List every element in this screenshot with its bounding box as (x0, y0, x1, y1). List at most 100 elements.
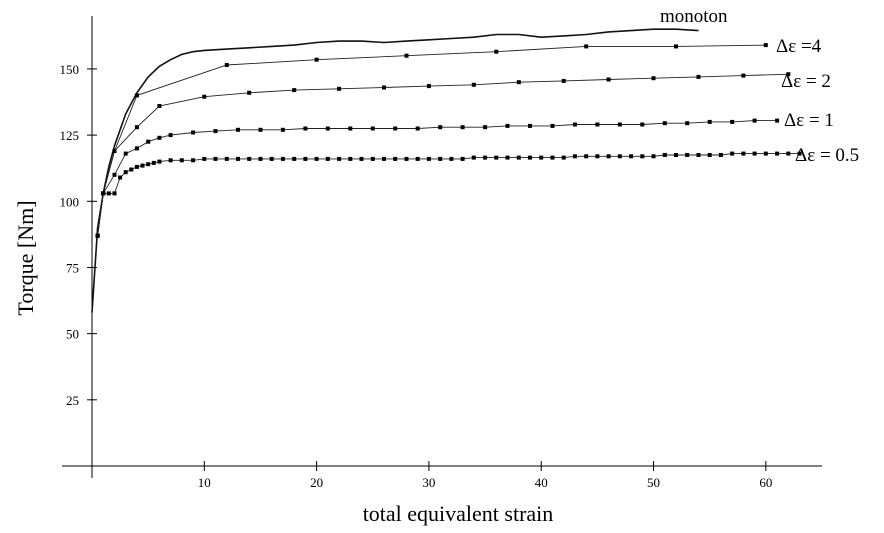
series-4-point (505, 155, 510, 160)
series-4-point (640, 154, 645, 159)
series-4-point (752, 151, 757, 156)
series-3-point (707, 119, 712, 124)
y-tick-label: 125 (60, 128, 80, 143)
series-2-point (651, 76, 656, 81)
series-4-point (786, 151, 791, 156)
series-2-point (471, 82, 476, 87)
series-2-point (426, 84, 431, 89)
axes: 10 20 30 40 50 60 25 50 75 100 125 150 (60, 16, 822, 490)
series-4-point (606, 154, 611, 159)
series-4-point (303, 156, 308, 161)
series-3-point (752, 118, 757, 123)
series-4-point (337, 156, 342, 161)
series-3-point (348, 126, 353, 131)
series-3-point (730, 119, 735, 124)
series-1-point (763, 43, 768, 48)
series-4-point (280, 156, 285, 161)
series-3-point (685, 121, 690, 126)
series-4-point (151, 160, 156, 165)
series-1-point (674, 44, 678, 49)
y-tick-label: 100 (60, 194, 80, 209)
series-4-point (539, 155, 544, 160)
series-4-point (797, 151, 802, 156)
series-4-point (674, 153, 678, 157)
series-1-point (584, 44, 589, 49)
series-3-point (505, 123, 510, 128)
y-tick-label: 150 (60, 62, 80, 77)
series-4-point (101, 191, 106, 196)
series-2-point (202, 94, 207, 99)
series-0-label: monoton (660, 6, 728, 27)
series-2-point (247, 90, 252, 95)
series-2-point (337, 86, 342, 91)
series-4-point (460, 156, 465, 161)
series-3-point (640, 122, 645, 127)
series-4-point (662, 153, 667, 157)
series-4-point (528, 155, 532, 160)
series-2-point (112, 149, 117, 153)
series-4-point (763, 151, 768, 156)
series-4-point (404, 156, 409, 161)
series-4-point (134, 164, 139, 169)
series-4-point (112, 191, 117, 196)
series-3-point (157, 135, 162, 140)
series-3-point (123, 151, 128, 156)
series-4-point (191, 158, 196, 163)
y-tick-label: 25 (66, 393, 79, 408)
series-4-point (118, 175, 123, 180)
series-1-point (404, 53, 409, 58)
series-2-point (516, 80, 521, 85)
series-3-point (595, 122, 600, 127)
series-4-point (359, 156, 364, 161)
series-4-point (483, 155, 488, 160)
series-4-point (561, 155, 566, 160)
labels-group: monoton Δε =4 Δε = 2 Δε = 1 Δε = 0.5 (660, 6, 859, 166)
series-4-point (494, 155, 499, 160)
series-2-point (606, 77, 611, 82)
series-2-point (786, 72, 791, 77)
series-4-point (314, 156, 319, 161)
series-4-point (685, 153, 690, 157)
series-4-point (730, 151, 735, 156)
series-4-point (348, 156, 353, 161)
series-4-point (258, 156, 263, 161)
series-4-label: Δε = 0.5 (795, 145, 859, 166)
series-2-point (696, 74, 701, 79)
series-4-point (213, 156, 218, 161)
series-4-point (426, 156, 431, 161)
series-2-point (292, 88, 297, 93)
series-3-point (134, 146, 139, 151)
series-4-point (382, 156, 386, 161)
series-3-point (236, 127, 240, 132)
series-4-point (146, 162, 151, 167)
series-4-point (325, 156, 330, 161)
series-1-point (224, 63, 229, 67)
series-2-point (382, 85, 386, 90)
series-4-point (741, 151, 746, 156)
y-tick-label: 50 (66, 327, 79, 342)
series-3-point (438, 125, 443, 130)
series-2-point (157, 104, 162, 108)
series-4-point (629, 154, 634, 159)
series-4-point (393, 156, 398, 161)
series-4-point (651, 154, 656, 159)
series-0-line (91, 28, 699, 313)
series-3-label: Δε = 1 (784, 110, 834, 131)
series-2-point (561, 78, 566, 83)
series-4-point (471, 155, 476, 160)
y-axis-title: Torque [Nm] (13, 200, 38, 315)
x-tick-label: 10 (198, 475, 211, 490)
series-4-point (179, 158, 184, 163)
series-4-point (415, 156, 420, 161)
series-4-point (516, 155, 521, 160)
series-4-point (595, 154, 600, 159)
x-tick-label: 40 (535, 475, 548, 490)
series-4-point (106, 191, 111, 196)
series-3-point (146, 139, 151, 144)
series-4-point (696, 153, 701, 157)
series-4-point (129, 167, 134, 172)
series-4-point (247, 156, 252, 161)
series-1-point (134, 93, 139, 98)
series-3-point (325, 126, 330, 131)
